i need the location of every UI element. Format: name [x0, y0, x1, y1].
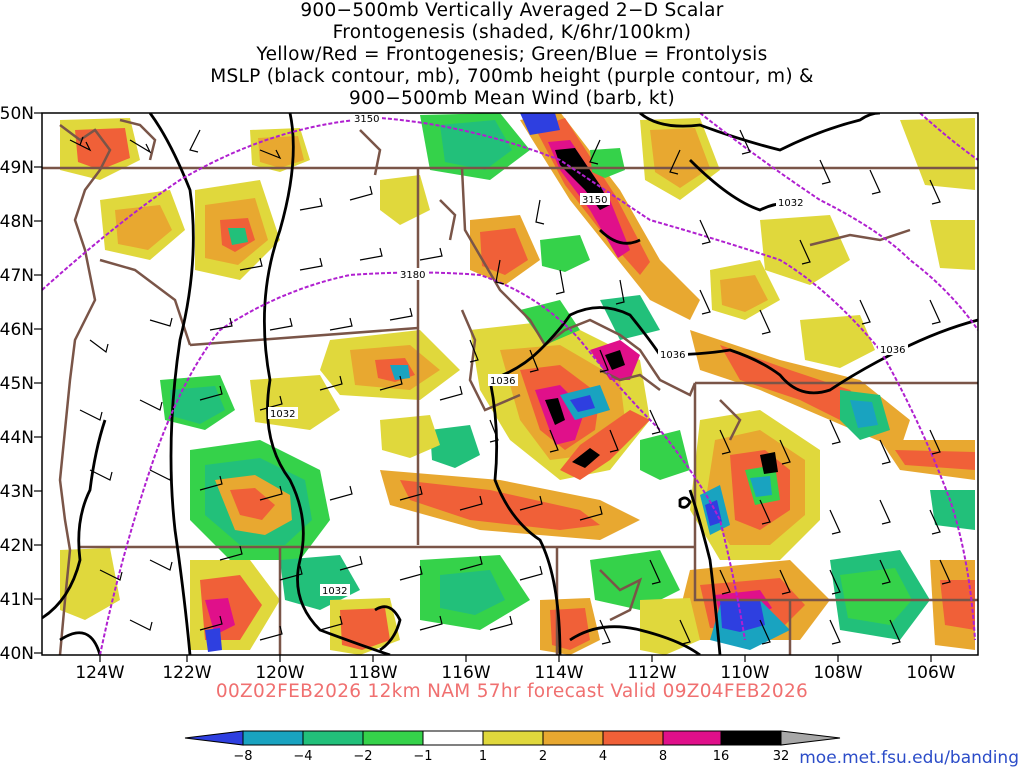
lat-label-40n: 40N	[0, 644, 34, 664]
title-line-3: Yellow/Red = Frontogenesis; Green/Blue =…	[256, 44, 768, 65]
pressure-label-1036-center: 1036	[660, 350, 685, 361]
colorbar-cell-7	[602, 730, 664, 746]
colorbar-cell-8	[662, 730, 722, 746]
height-label-3150-b: 3150	[582, 195, 607, 206]
colorbar-cell-9	[720, 730, 782, 746]
lat-label-48n: 48N	[0, 212, 34, 232]
colorbar-cell-2	[302, 730, 364, 746]
colorbar-cell-1	[242, 730, 304, 746]
pressure-label-1032-south: 1032	[322, 586, 347, 597]
height-label-3150-a: 3150	[354, 114, 379, 125]
colorbar-label-0: −8	[233, 749, 252, 764]
lat-label-41n: 41N	[0, 590, 34, 610]
lat-label-47n: 47N	[0, 266, 34, 286]
state-borders	[42, 118, 978, 655]
height-label-3180: 3180	[400, 270, 425, 281]
colorbar-cell-10	[780, 730, 841, 746]
lat-label-44n: 44N	[0, 428, 34, 448]
pressure-label-1036-west: 1036	[490, 376, 515, 387]
lon-label-116w: 116W	[441, 663, 490, 683]
colorbar-cell-3	[362, 730, 424, 746]
lat-label-46n: 46N	[0, 320, 34, 340]
lon-label-120w: 120W	[255, 663, 304, 683]
colorbar-cell-5	[482, 730, 544, 746]
lon-label-112w: 112W	[627, 663, 676, 683]
colorbar-cell-4	[422, 730, 484, 746]
colorbar-cell-6	[542, 730, 604, 746]
lat-label-42n: 42N	[0, 536, 34, 556]
colorbar: −8 −4 −2 −1 1 2 4 8 16 32	[184, 730, 841, 764]
chart-title: 900−500mb Vertically Averaged 2−D Scalar…	[0, 0, 1024, 110]
colorbar-label-6: 4	[599, 749, 607, 764]
lon-label-106w: 106W	[906, 663, 955, 683]
title-line-1: 900−500mb Vertically Averaged 2−D Scalar	[300, 0, 724, 21]
source-credit: moe.met.fsu.edu/banding	[799, 748, 1019, 768]
lon-label-110w: 110W	[720, 663, 769, 683]
colorbar-label-3: −1	[413, 749, 432, 764]
height-contours	[42, 113, 978, 655]
lat-label-50n: 50N	[0, 104, 34, 124]
longitude-axis	[99, 655, 932, 662]
lon-label-114w: 114W	[534, 663, 583, 683]
wind-barbs	[69, 129, 951, 645]
colorbar-label-5: 2	[539, 749, 547, 764]
title-line-2: Frontogenesis (shaded, K/6hr/100km)	[332, 22, 692, 43]
pressure-label-1032-ne: 1032	[778, 198, 803, 209]
latitude-axis	[34, 112, 42, 654]
lat-label-49n: 49N	[0, 158, 34, 178]
colorbar-label-9: 32	[773, 749, 790, 764]
colorbar-label-2: −2	[353, 749, 372, 764]
mslp-contours	[42, 113, 978, 655]
map-frame	[41, 112, 979, 656]
colorbar-label-8: 16	[713, 749, 730, 764]
contour-labels: 3150 3150 3180 1032 1036 1036 1032 1032 …	[268, 112, 908, 597]
lon-label-118w: 118W	[348, 663, 397, 683]
colorbar-label-1: −4	[293, 749, 312, 764]
colorbar-label-7: 8	[659, 749, 667, 764]
colorbar-cell-0	[184, 730, 244, 746]
lon-label-108w: 108W	[813, 663, 862, 683]
pressure-label-1036-east: 1036	[880, 345, 905, 356]
pressure-label-1032-west: 1032	[270, 409, 295, 420]
title-line-5: 900−500mb Mean Wind (barb, kt)	[348, 88, 676, 109]
lon-label-122w: 122W	[162, 663, 211, 683]
lon-label-124w: 124W	[75, 663, 124, 683]
title-line-4: MSLP (black contour, mb), 700mb height (…	[210, 66, 814, 87]
lat-label-43n: 43N	[0, 482, 34, 502]
forecast-valid-time: 00Z02FEB2026 12km NAM 57hr forecast Vali…	[215, 681, 809, 702]
colorbar-label-4: 1	[479, 749, 487, 764]
lat-label-45n: 45N	[0, 374, 34, 394]
